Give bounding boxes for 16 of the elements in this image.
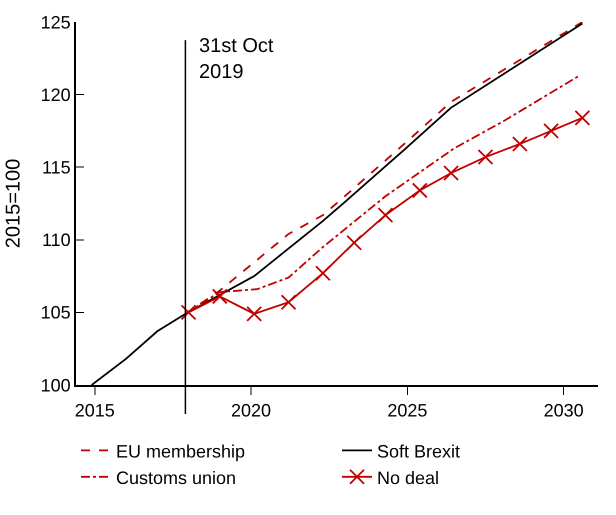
- y-tick-label: 115: [42, 158, 71, 178]
- x-tick-label: 2020: [231, 400, 272, 420]
- legend-label: EU membership: [116, 441, 246, 462]
- ref-line-label: 31st Oct 2019: [199, 35, 274, 83]
- y-tick-label: 125: [40, 12, 71, 32]
- y-tick-label: 105: [40, 302, 71, 323]
- y-axis-title: 2015=100: [2, 158, 25, 248]
- x-tick-label: 2030: [544, 400, 584, 420]
- y-tick-label: 120: [40, 84, 71, 105]
- legend-label: Customs union: [116, 468, 236, 488]
- legend-label: No deal: [377, 468, 440, 488]
- x-tick-label: 2025: [387, 400, 428, 420]
- y-tick-label: 110: [42, 230, 71, 250]
- y-tick-label: 100: [40, 375, 71, 396]
- x-tick-label: 2015: [74, 400, 115, 420]
- legend-label: Soft Brexit: [377, 441, 460, 462]
